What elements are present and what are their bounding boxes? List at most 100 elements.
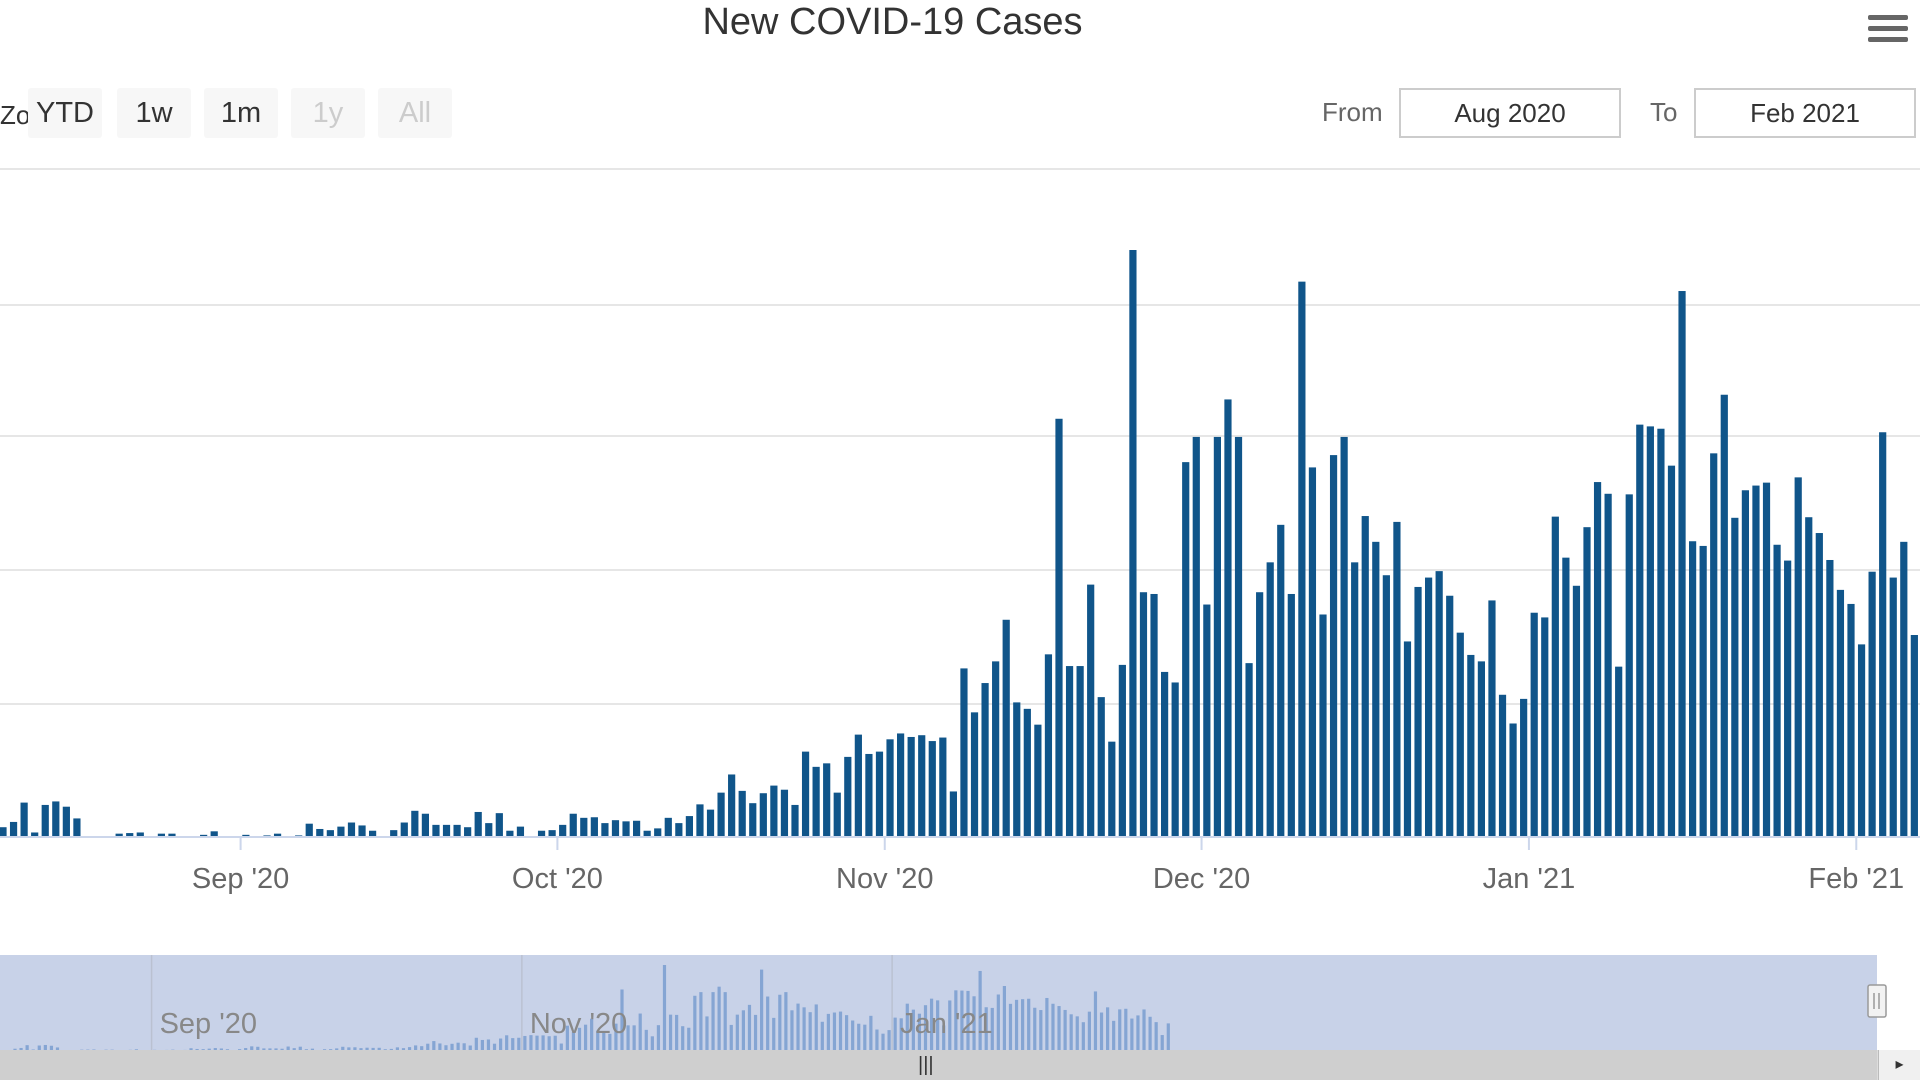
- navigator-bar: [1118, 1009, 1122, 1050]
- range-button-1y[interactable]: 1y: [291, 88, 365, 138]
- navigator-bar: [1027, 998, 1031, 1050]
- navigator-bar: [729, 1024, 733, 1050]
- navigator-tick-label: Nov '20: [530, 1008, 627, 1040]
- navigator-selection-mask[interactable]: [0, 955, 1877, 1050]
- bar: [939, 737, 947, 836]
- gridlines: [0, 168, 1920, 705]
- navigator-bar: [389, 1048, 393, 1050]
- x-tick-label: Dec '20: [1153, 863, 1250, 895]
- bar: [1298, 281, 1306, 836]
- navigator-bar: [608, 1033, 612, 1050]
- range-button-1m[interactable]: 1m: [204, 88, 278, 138]
- navigator-bar: [638, 1013, 642, 1050]
- navigator-bar: [875, 1029, 879, 1050]
- bar: [548, 830, 556, 836]
- navigator-bar: [395, 1047, 400, 1050]
- bar: [31, 832, 39, 836]
- navigator-bar: [1148, 1016, 1152, 1050]
- navigator-bar: [814, 1004, 818, 1050]
- navigator-bar: [529, 1035, 533, 1050]
- navigator-bar: [468, 1045, 472, 1050]
- navigator-bar: [1014, 999, 1019, 1050]
- navigator-bar: [1008, 1003, 1013, 1050]
- bar: [1182, 462, 1190, 836]
- navigator-bar: [948, 1000, 952, 1050]
- bar: [569, 813, 577, 836]
- bar: [1762, 482, 1771, 836]
- bar: [1646, 426, 1654, 836]
- bar: [1868, 571, 1876, 836]
- navigator-bar: [990, 1007, 994, 1050]
- bar: [654, 828, 662, 836]
- navigator-bar: [322, 1049, 327, 1050]
- navigator-bar: [535, 1035, 539, 1050]
- navigator-gridlines: [150, 955, 893, 1050]
- navigator-bar: [1130, 1018, 1134, 1050]
- bar: [1910, 635, 1918, 836]
- bar: [242, 834, 250, 836]
- navigator[interactable]: Sep '20 Nov '20 Jan '21: [0, 955, 1920, 1050]
- bar: [1847, 603, 1855, 836]
- bar: [844, 756, 852, 836]
- range-to-input[interactable]: Feb 2021: [1694, 88, 1916, 138]
- scrollbar-thumb[interactable]: |||: [0, 1050, 1877, 1080]
- navigator-bar: [705, 1016, 709, 1050]
- navigator-handle-right[interactable]: [1867, 984, 1887, 1018]
- bar: [347, 822, 356, 836]
- bar: [337, 826, 345, 836]
- bar: [675, 823, 683, 836]
- range-from-input[interactable]: Aug 2020: [1399, 88, 1621, 138]
- bar: [1720, 394, 1728, 836]
- scroll-right-arrow-icon[interactable]: ▸: [1878, 1050, 1920, 1080]
- navigator-x-axis: Sep '20 Nov '20 Jan '21: [160, 1008, 993, 1040]
- bar: [1055, 418, 1063, 836]
- navigator-bar: [577, 1027, 582, 1050]
- bar: [1129, 250, 1137, 836]
- navigator-bar: [881, 1033, 885, 1050]
- bar: [1393, 521, 1401, 836]
- navigator-bar: [844, 1015, 849, 1050]
- navigator-bar: [1142, 1009, 1146, 1050]
- navigator-bar: [541, 1035, 545, 1050]
- bar: [62, 806, 70, 836]
- navigator-bar: [347, 1047, 351, 1050]
- range-button-1w[interactable]: 1w: [117, 88, 191, 138]
- range-button-ytd[interactable]: YTD: [28, 88, 102, 138]
- bar: [949, 791, 957, 836]
- bar: [1266, 562, 1274, 836]
- navigator-bar: [486, 1039, 491, 1050]
- bar: [1234, 436, 1243, 836]
- navigator-bar: [1039, 1010, 1043, 1050]
- navigator-bar: [1160, 1035, 1164, 1050]
- navigator-bar: [1069, 1014, 1073, 1050]
- bar: [622, 821, 630, 836]
- navigator-bar: [681, 1026, 685, 1050]
- navigator-bar: [219, 1048, 223, 1050]
- range-button-all[interactable]: All: [378, 88, 452, 138]
- bar: [1678, 291, 1686, 836]
- bar: [453, 824, 461, 836]
- hamburger-menu-icon[interactable]: [1866, 8, 1910, 48]
- bar: [1794, 477, 1802, 836]
- navigator-bar: [923, 1005, 928, 1050]
- bar: [390, 830, 398, 836]
- chart-title: New COVID-19 Cases: [702, 1, 1083, 43]
- navigator-bar: [583, 1024, 588, 1050]
- scrollbar[interactable]: ||| ▸: [0, 1050, 1920, 1080]
- bar: [1604, 493, 1612, 836]
- bar: [1615, 666, 1623, 836]
- navigator-bar: [626, 1025, 630, 1050]
- bar: [854, 734, 862, 836]
- bar: [1224, 399, 1232, 836]
- bar: [1361, 516, 1369, 836]
- navigator-bar: [426, 1043, 430, 1050]
- navigator-bar: [383, 1049, 387, 1050]
- bar: [157, 833, 165, 836]
- bar: [1477, 661, 1485, 836]
- navigator-bar: [310, 1048, 315, 1050]
- bar: [759, 793, 767, 836]
- bar: [495, 813, 503, 836]
- bar: [273, 833, 282, 836]
- navigator-bar: [55, 1047, 60, 1050]
- bar: [1900, 541, 1908, 836]
